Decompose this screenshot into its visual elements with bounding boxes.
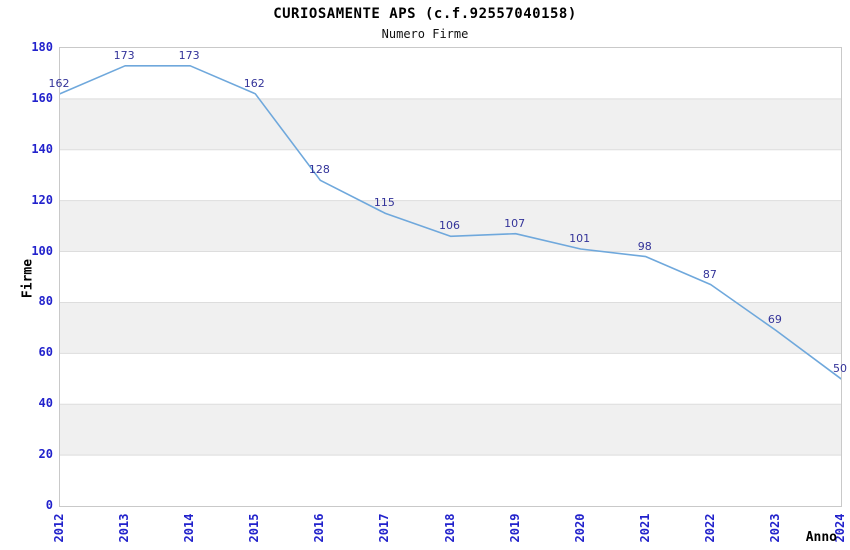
plot-canvas <box>60 64 841 456</box>
y-tick-label: 120 <box>31 192 53 207</box>
y-tick-label: 60 <box>38 345 53 360</box>
data-point-label: 101 <box>569 232 591 245</box>
x-tick-label: 2017 <box>377 513 392 543</box>
y-tick-label: 140 <box>31 141 53 156</box>
data-point-label: 98 <box>637 239 652 253</box>
x-tick-label: 2015 <box>247 513 262 543</box>
x-tick-label: 2016 <box>312 513 327 543</box>
data-point-label: 107 <box>504 216 526 230</box>
data-point-label: 50 <box>833 361 847 375</box>
y-tick-label: 180 <box>31 40 53 54</box>
chart-title: CURIOSAMENTE APS (c.f.92557040158) <box>273 6 577 22</box>
data-point-label: 173 <box>113 48 135 62</box>
x-tick-label: 2023 <box>767 513 782 543</box>
x-tick-label: 2020 <box>572 513 587 543</box>
data-point-label: 128 <box>308 163 330 177</box>
y-tick-label: 20 <box>38 447 53 462</box>
data-point-label: 106 <box>439 219 460 233</box>
data-point-label: 173 <box>178 48 200 62</box>
x-tick-label: 2012 <box>52 513 66 543</box>
y-tick-label: 80 <box>38 294 53 309</box>
data-point-label: 162 <box>48 76 70 90</box>
x-tick-label: 2013 <box>117 513 132 543</box>
chart-subtitle: Numero Firme <box>381 27 469 41</box>
data-point-label: 87 <box>702 267 717 281</box>
data-point-label: 115 <box>373 196 395 210</box>
x-tick-label: 2019 <box>507 513 522 543</box>
y-axis-title: Firme <box>20 258 36 299</box>
y-tick-label: 160 <box>31 90 53 105</box>
y-tick-label: 0 <box>45 498 53 512</box>
data-point-label: 162 <box>243 76 265 90</box>
y-tick-label: 40 <box>38 396 53 411</box>
x-tick-label: 2014 <box>182 513 197 543</box>
plot-area <box>59 47 842 507</box>
x-tick-label: 2018 <box>442 513 457 543</box>
x-tick-label: 2021 <box>637 513 652 543</box>
y-tick-label: 100 <box>31 243 53 258</box>
x-tick-label: 2022 <box>702 513 717 543</box>
data-point-label: 69 <box>767 313 782 327</box>
x-axis-title: Anno <box>805 530 837 545</box>
